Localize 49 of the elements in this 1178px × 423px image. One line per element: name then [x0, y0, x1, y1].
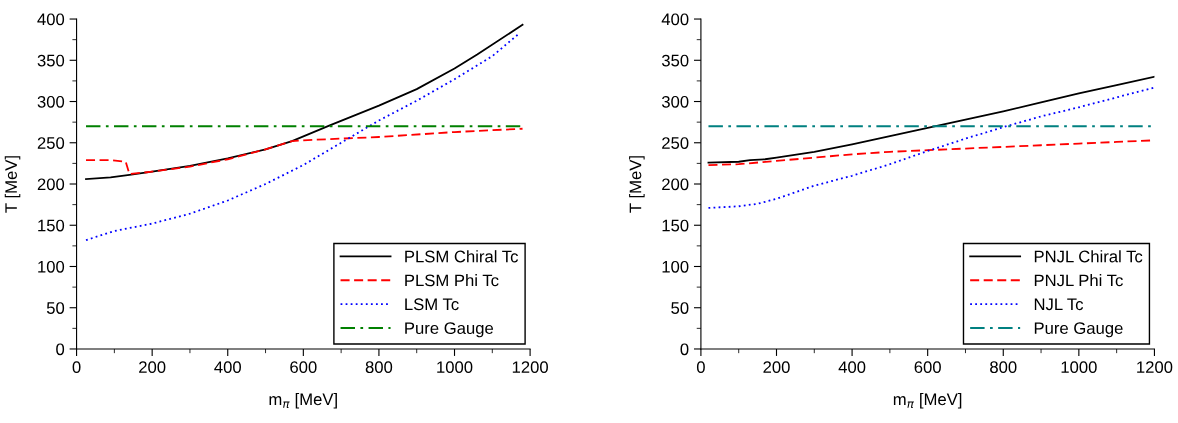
- legend-label: Pure Gauge: [405, 322, 494, 338]
- line-series: [85, 23, 524, 180]
- legend-label: PNJL Phi Tc: [1034, 274, 1123, 287]
- line-series: [85, 127, 524, 176]
- x-axis-title: m$_{π}$ [MeV]: [269, 392, 337, 409]
- y-axis-title: T [MeV]: [629, 156, 645, 213]
- legend-label: PNJL Chiral Tc: [1034, 250, 1143, 263]
- x-tick-label: 800: [365, 361, 393, 374]
- y-tick-label: 200: [662, 178, 689, 191]
- x-tick-label: 0: [696, 361, 705, 374]
- legend-label: Pure Gauge: [1034, 322, 1123, 338]
- y-tick-label: 300: [661, 95, 689, 108]
- y-tick-label: 200: [37, 178, 65, 191]
- x-tick-label: 1200: [1137, 361, 1173, 374]
- x-tick-label: 200: [763, 361, 790, 374]
- y-axis-title: T [MeV]: [4, 156, 21, 213]
- y-tick-label: 250: [37, 137, 65, 149]
- line-series: [85, 32, 520, 241]
- y-tick-label: 350: [37, 54, 65, 67]
- y-tick-label: 0: [680, 343, 689, 356]
- y-tick-label: 100: [38, 260, 65, 273]
- line-series: [707, 75, 1155, 164]
- x-tick-label: 400: [838, 361, 866, 374]
- legend-label: PLSM Chiral Tc: [405, 250, 518, 263]
- x-tick-label: 0: [72, 361, 81, 374]
- line-series: [707, 86, 1155, 209]
- x-tick-label: 600: [914, 361, 941, 374]
- legend-label: LSM Tc: [405, 298, 459, 311]
- x-axis-title: m$_{π}$ [MeV]: [893, 392, 962, 409]
- y-tick-label: 400: [661, 13, 689, 26]
- y-tick-label: 150: [662, 219, 689, 232]
- legend-label: PLSM Phi Tc: [405, 274, 499, 287]
- y-tick-label: 400: [37, 13, 65, 26]
- y-tick-label: 100: [662, 260, 689, 273]
- x-tick-label: 200: [139, 361, 166, 374]
- x-tick-label: 1200: [512, 361, 548, 374]
- y-tick-label: 50: [671, 302, 689, 314]
- x-tick-label: 1000: [437, 361, 473, 374]
- y-tick-label: 150: [38, 219, 65, 232]
- x-tick-label: 600: [290, 361, 317, 374]
- x-tick-label: 800: [990, 361, 1017, 374]
- x-tick-label: 400: [214, 361, 241, 374]
- y-tick-label: 50: [46, 302, 65, 314]
- y-tick-label: 0: [56, 343, 65, 356]
- legend-label: NJL Tc: [1034, 298, 1084, 311]
- x-tick-label: 1000: [1061, 361, 1097, 374]
- y-tick-label: 250: [662, 137, 689, 149]
- y-tick-label: 300: [37, 95, 65, 108]
- y-tick-label: 350: [661, 54, 689, 67]
